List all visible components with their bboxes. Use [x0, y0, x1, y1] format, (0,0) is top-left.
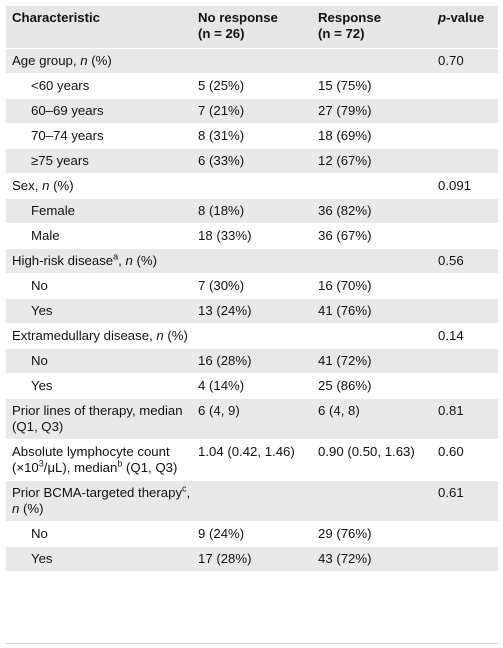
- no-response-value: 18 (33%): [198, 228, 252, 243]
- p-value: 0.56: [438, 253, 464, 268]
- response-value: 25 (86%): [318, 378, 372, 393]
- table-row: Male 18 (33%) 36 (67%): [6, 224, 498, 249]
- response-value: 12 (67%): [318, 153, 372, 168]
- no-response-value: 6 (4, 9): [198, 403, 240, 418]
- table-row: No 9 (24%) 29 (76%): [6, 522, 498, 547]
- table-row: No 16 (28%) 41 (72%): [6, 349, 498, 374]
- row-label: Female: [31, 203, 75, 218]
- p-value: 0.60: [438, 444, 464, 459]
- no-response-value: 13 (24%): [198, 303, 252, 318]
- characteristics-table: Characteristic No response (n = 26) Respo…: [6, 6, 498, 572]
- table-row: Prior lines of therapy, median (Q1, Q3) …: [6, 399, 498, 440]
- col-no-response: No response (n = 26): [192, 6, 312, 48]
- pvalue-rest: -value: [446, 10, 485, 25]
- no-response-label: No response: [198, 10, 278, 25]
- p-value: 0.14: [438, 328, 464, 343]
- response-label: Response: [318, 10, 382, 25]
- table-row: Extramedullary disease, n (%) 0.14: [6, 324, 498, 349]
- table-bottom-rule: [6, 643, 498, 644]
- response-value: 6 (4, 8): [318, 403, 360, 418]
- row-label: Yes: [31, 303, 53, 318]
- no-response-value: 7 (21%): [198, 103, 245, 118]
- response-value: 16 (70%): [318, 278, 372, 293]
- response-value: 36 (67%): [318, 228, 372, 243]
- no-response-value: 8 (18%): [198, 203, 245, 218]
- table-row: Yes 4 (14%) 25 (86%): [6, 374, 498, 399]
- row-label: Yes: [31, 378, 53, 393]
- response-value: 0.90 (0.50, 1.63): [318, 444, 415, 459]
- no-response-n: (n = 26): [198, 26, 245, 41]
- response-n: (n = 72): [318, 26, 365, 41]
- row-label: Age group, n (%): [12, 53, 112, 68]
- row-label: No: [31, 353, 48, 368]
- no-response-value: 5 (25%): [198, 78, 245, 93]
- no-response-value: 16 (28%): [198, 353, 252, 368]
- no-response-value: 9 (24%): [198, 526, 245, 541]
- response-value: 36 (82%): [318, 203, 372, 218]
- table-row: Sex, n (%) 0.091: [6, 174, 498, 199]
- no-response-value: 7 (30%): [198, 278, 245, 293]
- table-row: ≥75 years 6 (33%) 12 (67%): [6, 149, 498, 174]
- row-label: <60 years: [31, 78, 90, 93]
- row-label: 60–69 years: [31, 103, 104, 118]
- response-value: 41 (76%): [318, 303, 372, 318]
- no-response-value: 4 (14%): [198, 378, 245, 393]
- p-value: 0.61: [438, 485, 464, 500]
- no-response-value: 6 (33%): [198, 153, 245, 168]
- table-row: Absolute lymphocyte count (×103/μL), med…: [6, 440, 498, 481]
- row-label: Prior BCMA-targeted therapyc, n (%): [12, 483, 191, 516]
- table-row: Female 8 (18%) 36 (82%): [6, 199, 498, 224]
- row-label: Yes: [31, 551, 53, 566]
- p-value: 0.81: [438, 403, 464, 418]
- response-value: 43 (72%): [318, 551, 372, 566]
- table-row: No 7 (30%) 16 (70%): [6, 274, 498, 299]
- row-label: No: [31, 278, 48, 293]
- table-row: 60–69 years 7 (21%) 27 (79%): [6, 99, 498, 124]
- table-row: Prior BCMA-targeted therapyc, n (%) 0.61: [6, 481, 498, 522]
- row-label: Sex, n (%): [12, 178, 74, 193]
- response-value: 15 (75%): [318, 78, 372, 93]
- table-row: High-risk diseasea, n (%) 0.56: [6, 249, 498, 274]
- row-label: ≥75 years: [31, 153, 89, 168]
- table-row: Yes 17 (28%) 43 (72%): [6, 547, 498, 572]
- table-row: <60 years 5 (25%) 15 (75%): [6, 74, 498, 99]
- p-value: 0.091: [438, 178, 472, 193]
- no-response-value: 17 (28%): [198, 551, 252, 566]
- table-row: Yes 13 (24%) 41 (76%): [6, 299, 498, 324]
- col-characteristic: Characteristic: [12, 10, 100, 25]
- col-response: Response (n = 72): [312, 6, 432, 48]
- row-label: No: [31, 526, 48, 541]
- p-value: 0.70: [438, 53, 464, 68]
- row-label: Prior lines of therapy, median (Q1, Q3): [12, 403, 183, 434]
- row-label: High-risk diseasea, n (%): [12, 251, 158, 268]
- row-label: Absolute lymphocyte count (×103/μL), med…: [12, 444, 178, 475]
- no-response-value: 8 (31%): [198, 128, 245, 143]
- table-row: Age group, n (%) 0.70: [6, 49, 498, 74]
- response-value: 29 (76%): [318, 526, 372, 541]
- pvalue-p: p: [438, 10, 447, 25]
- row-label: 70–74 years: [31, 128, 104, 143]
- response-value: 41 (72%): [318, 353, 372, 368]
- table-header: Characteristic No response (n = 26) Respo…: [6, 6, 498, 49]
- row-label: Extramedullary disease, n (%): [12, 328, 188, 343]
- table-row: 70–74 years 8 (31%) 18 (69%): [6, 124, 498, 149]
- response-value: 27 (79%): [318, 103, 372, 118]
- row-label: Male: [31, 228, 60, 243]
- col-pvalue: p-value: [432, 6, 498, 48]
- no-response-value: 1.04 (0.42, 1.46): [198, 444, 295, 459]
- response-value: 18 (69%): [318, 128, 372, 143]
